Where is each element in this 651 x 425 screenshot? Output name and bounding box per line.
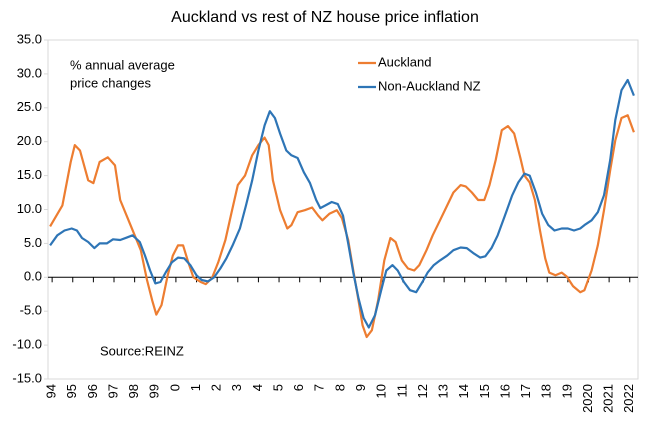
x-tick-label: 98 (126, 384, 141, 398)
y-tick-label: 20.0 (17, 133, 42, 148)
x-tick-label: 12 (415, 384, 430, 398)
annotation: % annual average (70, 57, 175, 72)
y-tick-label: 30.0 (17, 65, 42, 80)
y-tick-label: -5.0 (20, 303, 42, 318)
x-tick-label: 16 (497, 384, 512, 398)
y-tick-label: 25.0 (17, 99, 42, 114)
x-tick-label: 2022 (621, 384, 636, 413)
x-tick-label: 97 (105, 384, 120, 398)
x-tick-label: 0 (167, 384, 182, 391)
x-tick-label: 4 (250, 384, 265, 391)
y-tick-label: -10.0 (12, 337, 42, 352)
x-tick-label: 11 (394, 384, 409, 398)
y-tick-label: -15.0 (12, 370, 42, 385)
x-tick-label: 5 (270, 384, 285, 391)
series-line (49, 78, 635, 329)
legend-label: Non-Auckland NZ (378, 78, 481, 93)
annotation: Source:REINZ (100, 343, 184, 358)
x-tick-label: 10 (374, 384, 389, 398)
x-tick-label: 94 (44, 384, 59, 398)
x-tick-label: 2020 (580, 384, 595, 413)
x-tick-label: 3 (229, 384, 244, 391)
x-tick-label: 2 (209, 384, 224, 391)
x-tick-label: 95 (64, 384, 79, 398)
y-tick-label: 0.0 (24, 269, 42, 284)
x-tick-label: 6 (291, 384, 306, 391)
y-tick-label: 15.0 (17, 167, 42, 182)
x-tick-label: 13 (436, 384, 451, 398)
x-tick-label: 8 (332, 384, 347, 391)
x-tick-label: 1 (188, 384, 203, 391)
x-tick-label: 2021 (601, 384, 616, 413)
x-tick-label: 9 (353, 384, 368, 391)
x-tick-label: 15 (477, 384, 492, 398)
chart-title: Auckland vs rest of NZ house price infla… (171, 9, 479, 26)
x-tick-label: 14 (456, 384, 471, 398)
annotation: price changes (70, 75, 151, 90)
y-tick-label: 35.0 (17, 31, 42, 46)
x-tick-label: 19 (559, 384, 574, 398)
y-tick-label: 5.0 (24, 235, 42, 250)
x-tick-label: 17 (518, 384, 533, 398)
x-tick-label: 7 (312, 384, 327, 391)
x-tick-label: 18 (539, 384, 554, 398)
x-tick-label: 99 (147, 384, 162, 398)
x-tick-label: 96 (85, 384, 100, 398)
legend-label: Auckland (378, 54, 431, 69)
y-tick-label: 10.0 (17, 201, 42, 216)
plot-area (47, 39, 639, 380)
